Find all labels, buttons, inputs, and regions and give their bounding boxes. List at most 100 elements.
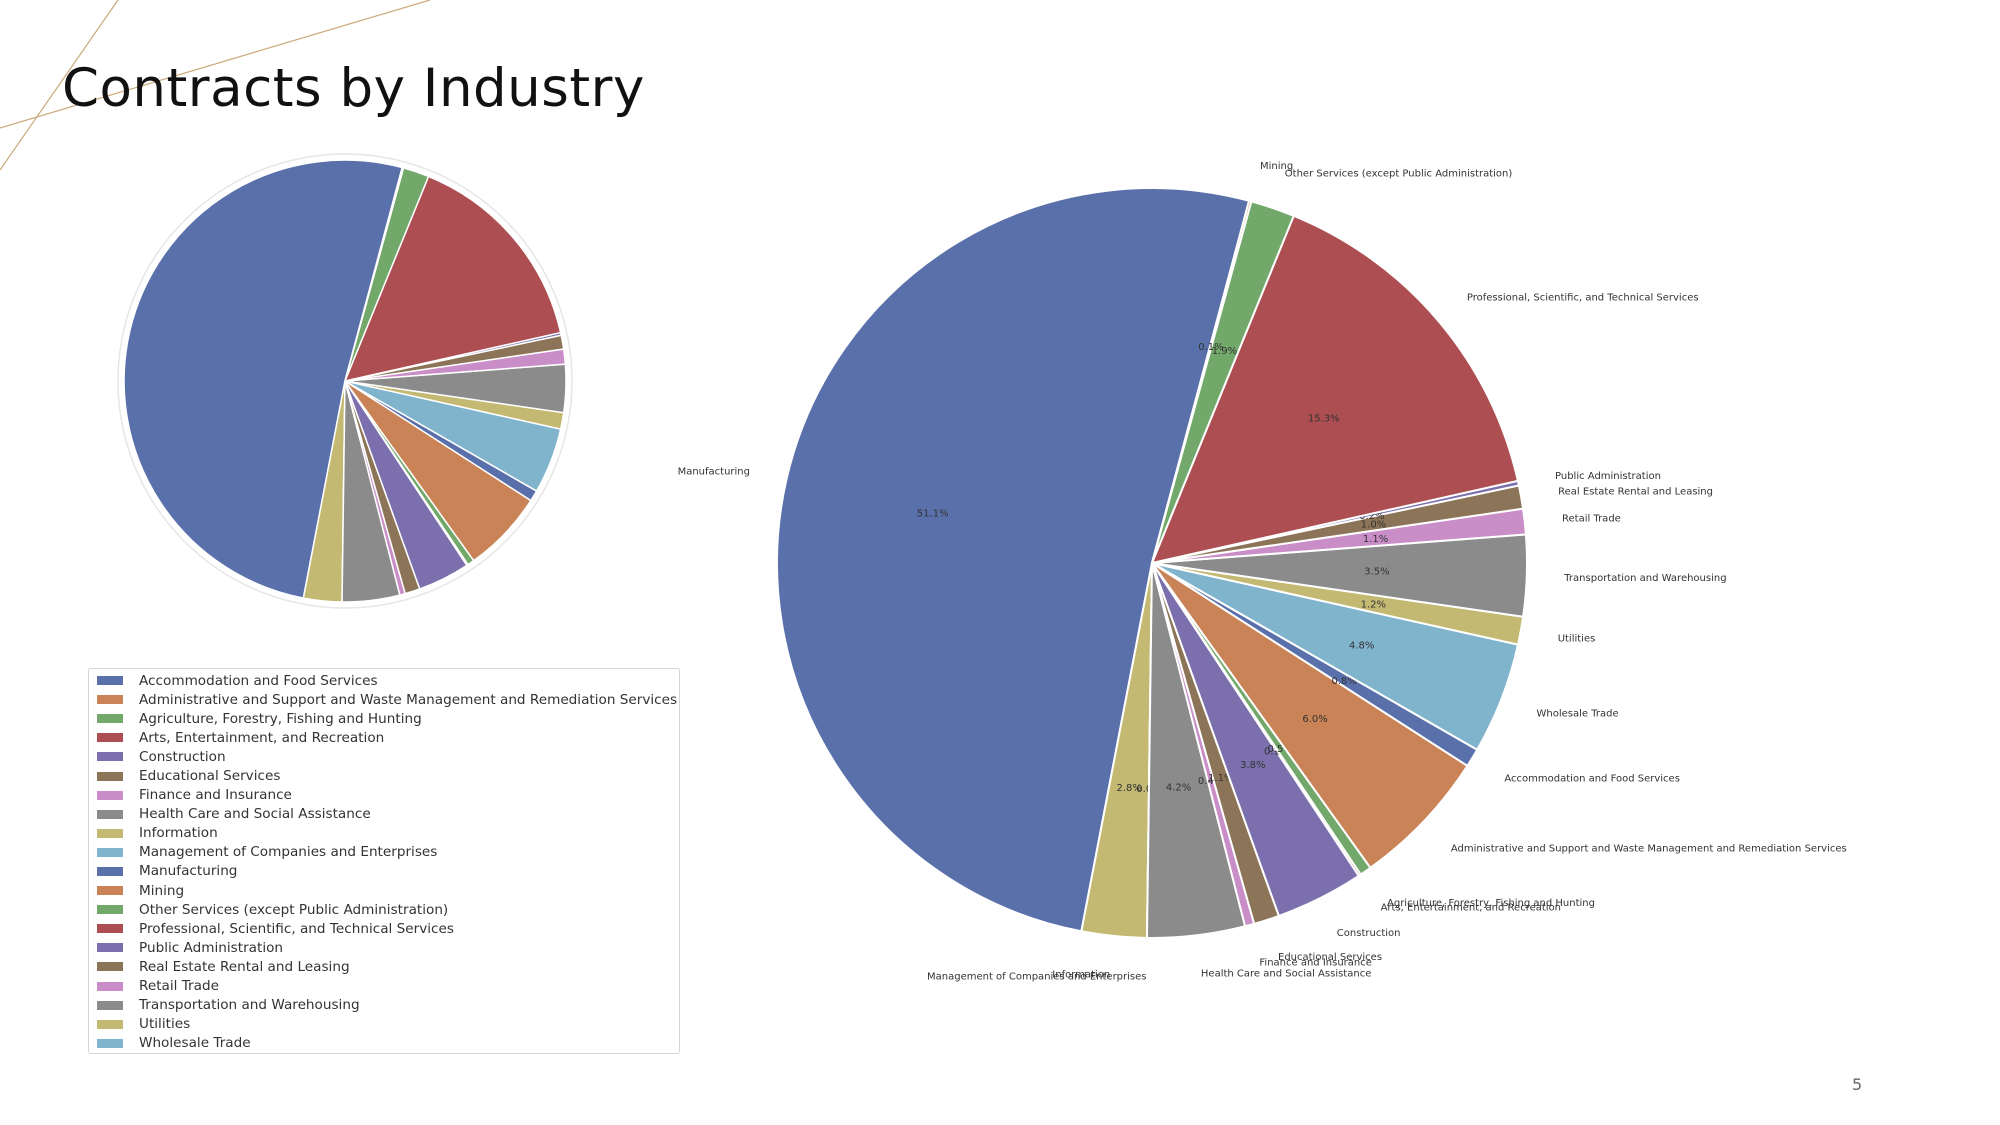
page-number: 5 [1852,1075,1863,1094]
legend-swatch [97,790,123,800]
legend-swatch [97,866,123,876]
legend-label: Utilities [139,1016,191,1033]
legend-swatch [97,1000,123,1010]
legend-swatch [97,1019,123,1029]
legend-item-educational-services: Educational Services [89,766,679,785]
category-label-wholesale-trade: Wholesale Trade [1537,708,1619,719]
category-label-information: Information [1052,969,1110,980]
chart-legend: Accommodation and Food Services Administr… [88,668,680,1054]
legend-swatch [97,733,123,743]
pct-label-public-administration: 0.2% [1359,511,1384,522]
slide-title: Contracts by Industry [62,58,645,119]
legend-label: Wholesale Trade [139,1035,251,1052]
legend-label: Mining [139,882,185,899]
legend-item-wholesale-trade: Wholesale Trade [89,1034,679,1053]
legend-swatch [97,828,123,838]
legend-swatch [97,847,123,857]
pie-outline-ring [117,153,573,609]
pct-label-utilities: 1.2% [1361,600,1386,611]
legend-swatch [97,924,123,934]
small-slice-professional-scientific-and-technical-services [343,175,562,383]
pct-label-transportation-and-warehousing: 3.5% [1364,567,1389,578]
accent-line-shallow [0,0,431,129]
legend-item-administrative-and-support-and-waste-management-and-remediation-services: Administrative and Support and Waste Man… [89,690,679,709]
legend-item-public-administration: Public Administration [89,938,679,957]
legend-item-mining: Mining [89,881,679,900]
category-label-mining: Mining [1260,161,1293,172]
pct-label-health-care-and-social-assistance: 4.2% [1166,782,1191,793]
legend-item-professional-scientific-and-technical-services: Professional, Scientific, and Technical … [89,919,679,938]
legend-item-health-care-and-social-assistance: Health Care and Social Assistance [89,805,679,824]
legend-swatch [97,1038,123,1048]
pct-label-administrative-and-support-and-waste-management-and-remediation-services: 6.0% [1302,714,1327,725]
legend-label: Administrative and Support and Waste Man… [139,691,678,708]
pct-label-information: 2.8% [1116,783,1141,794]
legend-item-agriculture-forestry-fishing-and-hunting: Agriculture, Forestry, Fishing and Hunti… [89,709,679,728]
legend-label: Transportation and Warehousing [139,997,360,1014]
category-label-educational-services: Educational Services [1278,952,1382,963]
pct-label-other-services-except-public-administration: 1.9% [1212,346,1237,357]
legend-swatch [97,886,123,896]
pct-label-professional-scientific-and-technical-services: 15.3% [1308,414,1340,425]
legend-label: Management of Companies and Enterprises [139,844,438,861]
legend-item-finance-and-insurance: Finance and Insurance [89,786,679,805]
legend-item-accommodation-and-food-services: Accommodation and Food Services [89,671,679,690]
decorative-accent-lines [0,0,431,171]
legend-item-arts-entertainment-and-recreation: Arts, Entertainment, and Recreation [89,728,679,747]
legend-item-manufacturing: Manufacturing [89,862,679,881]
legend-label: Educational Services [139,768,281,785]
legend-item-other-services-except-public-administration: Other Services (except Public Administra… [89,900,679,919]
legend-item-construction: Construction [89,747,679,766]
legend-swatch [97,714,123,724]
pct-label-finance-and-insurance: 0.4% [1198,776,1223,787]
legend-label: Retail Trade [139,978,219,995]
category-label-management-of-companies-and-enterprises: Management of Companies and Enterprises [927,972,1147,983]
pct-label-arts-entertainment-and-recreation: 0.1% [1264,746,1289,757]
legend-label: Construction [139,748,226,765]
legend-label: Health Care and Social Assistance [139,806,371,823]
pct-label-manufacturing: 51.1% [917,509,949,520]
category-label-manufacturing: Manufacturing [678,467,750,478]
category-label-agriculture-forestry-fishing-and-hunting: Agriculture, Forestry, Fishing and Hunti… [1387,898,1595,909]
large-slice-administrative-and-support-and-waste-management-and-remediation-services [1151,562,1469,870]
legend-label: Real Estate Rental and Leasing [139,958,350,975]
legend-label: Accommodation and Food Services [139,672,378,689]
legend-swatch [97,809,123,819]
small-slice-manufacturing [123,159,404,599]
large-slice-mining [1151,199,1253,564]
category-label-retail-trade: Retail Trade [1562,513,1621,524]
legend-label: Public Administration [139,939,284,956]
pct-label-retail-trade: 1.1% [1363,534,1388,545]
accent-line-diagonal [0,0,119,171]
pct-label-wholesale-trade: 4.8% [1349,640,1374,651]
pct-label-real-estate-rental-and-leasing: 1.0% [1361,519,1386,530]
category-label-real-estate-rental-and-leasing: Real Estate Rental and Leasing [1558,486,1713,497]
category-label-other-services-except-public-administration: Other Services (except Public Administra… [1285,169,1513,180]
category-label-administrative-and-support-and-waste-management-and-remediation-services: Administrative and Support and Waste Man… [1451,843,1847,854]
small-slice-mining [344,166,405,382]
legend-swatch [97,752,123,762]
legend-item-transportation-and-warehousing: Transportation and Warehousing [89,996,679,1015]
legend-label: Finance and Insurance [139,787,292,804]
legend-item-real-estate-rental-and-leasing: Real Estate Rental and Leasing [89,957,679,976]
large-slice-professional-scientific-and-technical-services [1150,214,1520,565]
category-label-professional-scientific-and-technical-services: Professional, Scientific, and Technical … [1467,293,1699,304]
legend-swatch [97,962,123,972]
category-label-transportation-and-warehousing: Transportation and Warehousing [1563,573,1726,584]
category-label-construction: Construction [1337,928,1401,939]
category-label-utilities: Utilities [1558,634,1596,645]
large-slice-manufacturing [776,187,1251,933]
legend-item-utilities: Utilities [89,1015,679,1034]
category-label-public-administration: Public Administration [1555,471,1661,482]
legend-label: Agriculture, Forestry, Fishing and Hunti… [139,710,422,727]
category-label-arts-entertainment-and-recreation: Arts, Entertainment, and Recreation [1381,902,1561,913]
legend-swatch [97,676,123,686]
legend-swatch [97,905,123,915]
pct-label-agriculture-forestry-fishing-and-hunting: 0.5% [1267,744,1292,755]
legend-item-retail-trade: Retail Trade [89,977,679,996]
category-label-finance-and-insurance: Finance and Insurance [1259,957,1372,968]
pct-label-construction: 3.8% [1240,760,1265,771]
legend-label: Professional, Scientific, and Technical … [139,920,454,937]
